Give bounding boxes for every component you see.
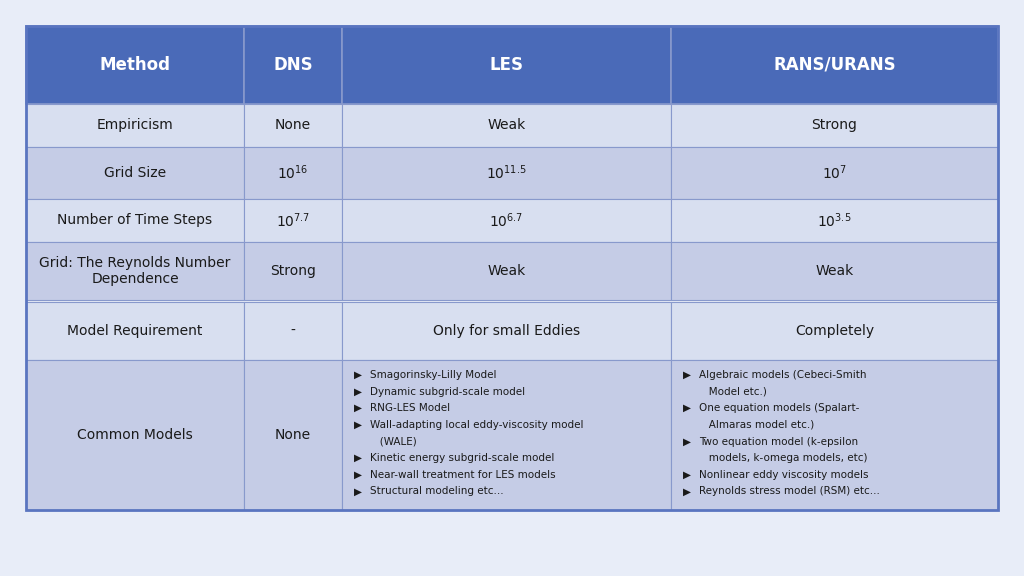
Bar	[671, 147, 998, 199]
Text: Method: Method	[99, 56, 171, 74]
Bar	[342, 302, 671, 360]
Bar	[342, 242, 671, 300]
Text: Weak: Weak	[815, 264, 854, 278]
Bar	[26, 104, 245, 147]
Text: Strong: Strong	[812, 118, 857, 132]
Text: None: None	[275, 118, 311, 132]
Text: Completely: Completely	[795, 324, 874, 338]
Text: Only for small Eddies: Only for small Eddies	[432, 324, 580, 338]
Text: Kinetic energy subgrid-scale model: Kinetic energy subgrid-scale model	[371, 453, 555, 463]
Text: Wall-adapting local eddy-viscosity model: Wall-adapting local eddy-viscosity model	[371, 420, 584, 430]
Text: Nonlinear eddy viscosity models: Nonlinear eddy viscosity models	[699, 470, 868, 480]
Text: Model etc.): Model etc.)	[699, 386, 767, 397]
Bar	[26, 26, 998, 510]
Text: Weak: Weak	[487, 118, 525, 132]
Text: $10^{7}$: $10^{7}$	[822, 164, 847, 182]
Bar	[245, 26, 342, 104]
Text: Two equation model (k-epsilon: Two equation model (k-epsilon	[699, 437, 858, 446]
Bar	[26, 199, 245, 242]
Text: $10^{3.5}$: $10^{3.5}$	[817, 211, 852, 230]
Text: Model Requirement: Model Requirement	[68, 324, 203, 338]
Text: ▶: ▶	[683, 403, 691, 413]
Bar	[245, 242, 342, 300]
Bar	[26, 26, 245, 104]
Bar	[26, 242, 245, 300]
Text: -: -	[291, 324, 296, 338]
Bar	[26, 147, 245, 199]
Text: Empiricism: Empiricism	[96, 118, 173, 132]
Bar	[26, 360, 245, 510]
Text: ▶: ▶	[683, 370, 691, 380]
Bar	[671, 104, 998, 147]
Text: ▶: ▶	[354, 370, 362, 380]
Bar	[671, 242, 998, 300]
Bar	[342, 26, 671, 104]
Text: ▶: ▶	[683, 487, 691, 497]
Text: RNG-LES Model: RNG-LES Model	[371, 403, 451, 413]
Text: ▶: ▶	[354, 386, 362, 397]
Text: DNS: DNS	[273, 56, 313, 74]
Text: ▶: ▶	[354, 403, 362, 413]
Text: Reynolds stress model (RSM) etc...: Reynolds stress model (RSM) etc...	[699, 487, 880, 497]
Text: ▶: ▶	[354, 453, 362, 463]
Text: Structural modeling etc...: Structural modeling etc...	[371, 487, 504, 497]
Bar	[342, 360, 671, 510]
Text: Grid: The Reynolds Number
Dependence: Grid: The Reynolds Number Dependence	[39, 256, 230, 286]
Text: Almaras model etc.): Almaras model etc.)	[699, 420, 814, 430]
Text: Common Models: Common Models	[77, 428, 193, 442]
Bar	[671, 199, 998, 242]
Text: LES: LES	[489, 56, 523, 74]
Text: Grid Size: Grid Size	[104, 166, 166, 180]
Text: $10^{11.5}$: $10^{11.5}$	[485, 164, 526, 182]
Text: Number of Time Steps: Number of Time Steps	[57, 213, 213, 228]
Bar	[671, 302, 998, 360]
Text: $10^{7.7}$: $10^{7.7}$	[276, 211, 310, 230]
Text: Weak: Weak	[487, 264, 525, 278]
Text: Algebraic models (Cebeci-Smith: Algebraic models (Cebeci-Smith	[699, 370, 866, 380]
Text: One equation models (Spalart-: One equation models (Spalart-	[699, 403, 859, 413]
Text: RANS/URANS: RANS/URANS	[773, 56, 896, 74]
Bar	[245, 104, 342, 147]
Text: Dynamic subgrid-scale model: Dynamic subgrid-scale model	[371, 386, 525, 397]
Text: ▶: ▶	[683, 470, 691, 480]
Bar	[26, 302, 245, 360]
Bar	[342, 199, 671, 242]
Text: (WALE): (WALE)	[371, 437, 417, 446]
Text: Near-wall treatment for LES models: Near-wall treatment for LES models	[371, 470, 556, 480]
Text: $10^{16}$: $10^{16}$	[278, 164, 309, 182]
Bar	[245, 199, 342, 242]
Text: ▶: ▶	[354, 470, 362, 480]
Bar	[245, 302, 342, 360]
Bar	[245, 147, 342, 199]
Bar	[342, 147, 671, 199]
Bar	[671, 26, 998, 104]
Bar	[245, 360, 342, 510]
Text: Smagorinsky-Lilly Model: Smagorinsky-Lilly Model	[371, 370, 497, 380]
Text: ▶: ▶	[354, 420, 362, 430]
Text: models, k-omega models, etc): models, k-omega models, etc)	[699, 453, 867, 463]
Text: Strong: Strong	[270, 264, 316, 278]
Text: None: None	[275, 428, 311, 442]
Text: ▶: ▶	[354, 487, 362, 497]
Text: ▶: ▶	[683, 437, 691, 446]
Text: $10^{6.7}$: $10^{6.7}$	[489, 211, 523, 230]
Bar	[342, 104, 671, 147]
Bar	[671, 360, 998, 510]
